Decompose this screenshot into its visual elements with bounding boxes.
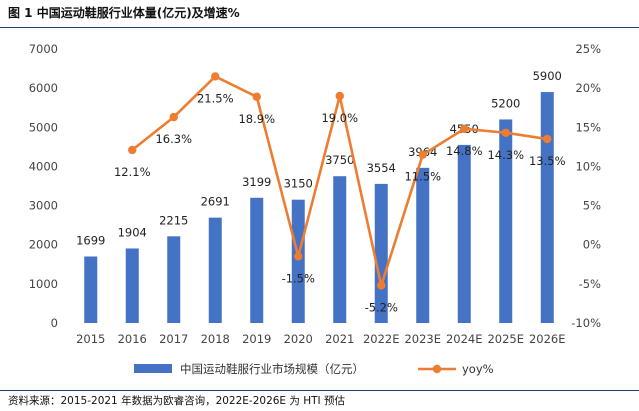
yoy-marker-2018 xyxy=(211,72,220,81)
yoy-marker-2021 xyxy=(335,91,344,101)
chart: 0 1000 2000 3000 4000 5000 6000 7000 -10% -5% 0% 5… xyxy=(29,42,601,376)
bar-2016 xyxy=(125,248,139,323)
figure-title: 图 1 中国运动鞋服行业体量(亿元)及增速% xyxy=(8,6,240,20)
bar-2018 xyxy=(208,217,222,323)
yoy-value-label: 19.0% xyxy=(321,111,358,125)
right-axis: -10% -5% 0% 5% 10% 15% 20% 25% xyxy=(571,42,601,330)
bar-value-label: 5900 xyxy=(533,69,562,83)
left-axis: 0 1000 2000 3000 4000 5000 6000 7000 xyxy=(29,42,58,330)
left-tick-label: 0 xyxy=(51,316,58,330)
yoy-labels: 12.1% 16.3% 21.5% 18.9% -1.5% 19.0% -5.2% 11.5%… xyxy=(114,91,566,314)
bar-2020 xyxy=(291,199,305,323)
bar-2024E xyxy=(457,144,471,323)
yoy-marker-2025E xyxy=(501,128,510,137)
top-rule xyxy=(0,27,639,28)
legend-bar-label: 中国运动鞋服行业市场规模（亿元） xyxy=(180,362,364,376)
bar-value-label: 2215 xyxy=(159,213,188,227)
bar-2019 xyxy=(250,197,264,323)
x-tick-label: 2022E xyxy=(363,332,400,346)
bottom-rule xyxy=(0,390,639,391)
x-tick-label: 2021 xyxy=(325,332,354,346)
x-tick-label: 2020 xyxy=(284,332,313,346)
right-tick-label: -10% xyxy=(571,316,601,330)
yoy-marker-2017 xyxy=(169,112,178,122)
legend: 中国运动鞋服行业市场规模（亿元） yoy% xyxy=(134,362,494,376)
yoy-value-label: 14.3% xyxy=(487,148,524,162)
bar-value-label: 1699 xyxy=(76,233,105,247)
yoy-value-label: 21.5% xyxy=(197,91,234,105)
yoy-marker-2016 xyxy=(128,145,137,155)
x-tick-label: 2019 xyxy=(242,332,271,346)
left-tick-label: 7000 xyxy=(29,42,58,56)
yoy-marker-2026E xyxy=(543,134,552,144)
yoy-value-label: 14.8% xyxy=(446,144,483,158)
bar-2023E xyxy=(416,167,430,323)
yoy-marker-2024E xyxy=(460,124,469,134)
left-tick-label: 1000 xyxy=(29,277,58,291)
bar-value-label: 5200 xyxy=(491,96,520,110)
bar-value-label: 3199 xyxy=(242,175,271,189)
right-tick-label: 10% xyxy=(575,159,601,173)
x-axis: 2015 2016 2017 2018 2019 2020 2021 2022E 2023E 20… xyxy=(76,332,565,346)
yoy-line-series xyxy=(128,72,552,290)
yoy-marker-2019 xyxy=(252,92,261,101)
yoy-marker-2022E xyxy=(377,281,386,290)
left-tick-label: 4000 xyxy=(29,159,58,173)
yoy-marker-2023E xyxy=(418,150,427,159)
bar-value-label: 3750 xyxy=(325,153,354,167)
right-tick-label: 5% xyxy=(583,199,601,213)
legend-line-marker xyxy=(432,364,442,374)
right-tick-label: 20% xyxy=(575,81,601,95)
yoy-marker-2020 xyxy=(294,252,303,261)
bar-value-label: 3150 xyxy=(284,177,313,191)
x-tick-label: 2017 xyxy=(159,332,188,346)
yoy-value-label: 11.5% xyxy=(404,170,441,184)
bar-value-label: 1904 xyxy=(118,225,147,239)
left-tick-label: 6000 xyxy=(29,81,58,95)
bar-2025E xyxy=(499,119,513,323)
left-tick-label: 5000 xyxy=(29,120,58,134)
x-tick-label: 2024E xyxy=(446,332,483,346)
yoy-value-label: -1.5% xyxy=(282,271,315,285)
yoy-value-label: -5.2% xyxy=(365,300,398,314)
right-tick-label: 0% xyxy=(583,238,601,252)
x-tick-label: 2026E xyxy=(529,332,566,346)
bar-labels: 1699190422152691319931503750355439644550… xyxy=(76,69,562,247)
x-tick-label: 2023E xyxy=(404,332,441,346)
bar-2022E xyxy=(374,183,388,323)
x-tick-label: 2018 xyxy=(201,332,230,346)
yoy-value-label: 13.5% xyxy=(529,154,566,168)
source-note: 资料来源：2015-2021 年数据为欧睿咨询，2022E-2026E 为 HT… xyxy=(8,395,345,407)
legend-bar-swatch xyxy=(134,364,172,373)
bar-2017 xyxy=(167,236,181,323)
bar-2026E xyxy=(540,92,554,323)
x-tick-label: 2025E xyxy=(487,332,524,346)
legend-line-label: yoy% xyxy=(462,362,494,376)
yoy-value-label: 18.9% xyxy=(238,112,275,126)
right-tick-label: 15% xyxy=(575,120,601,134)
bar-value-label: 2691 xyxy=(201,195,230,209)
left-tick-label: 3000 xyxy=(29,199,58,213)
bar-2021 xyxy=(333,176,347,323)
yoy-value-label: 16.3% xyxy=(155,132,192,146)
right-tick-label: 25% xyxy=(575,42,601,56)
x-tick-label: 2016 xyxy=(118,332,147,346)
bar-value-label: 3554 xyxy=(367,161,396,175)
bar-series xyxy=(84,92,554,323)
right-tick-label: -5% xyxy=(579,277,601,291)
bar-2015 xyxy=(84,256,98,323)
x-tick-label: 2015 xyxy=(76,332,105,346)
yoy-value-label: 12.1% xyxy=(114,165,151,179)
left-tick-label: 2000 xyxy=(29,238,58,252)
